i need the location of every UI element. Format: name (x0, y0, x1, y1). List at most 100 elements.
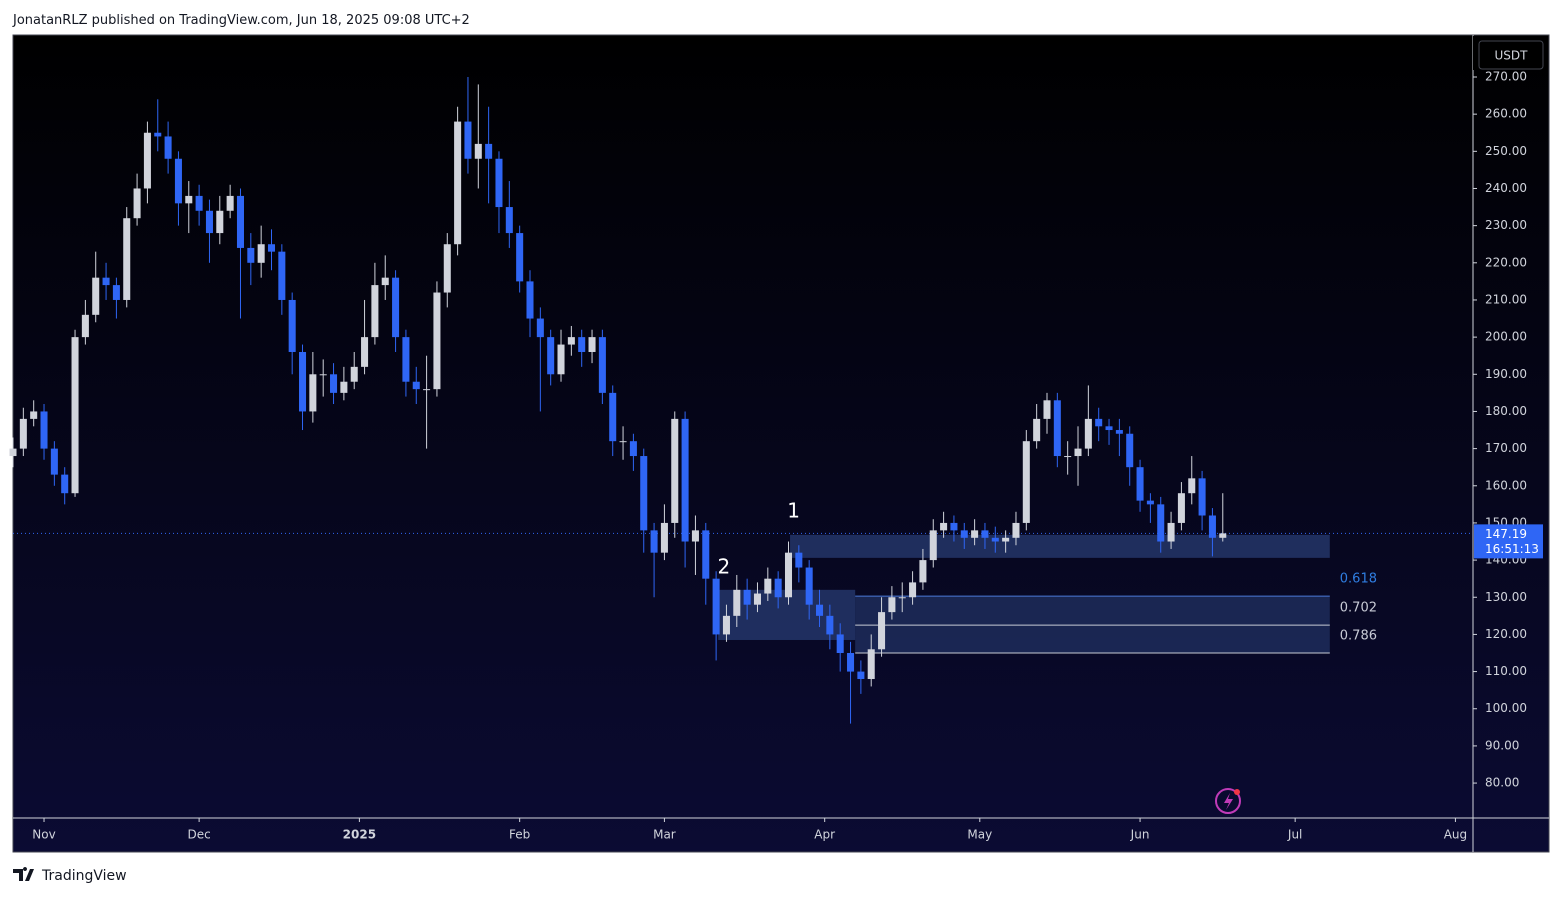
candle-body (1095, 418, 1103, 427)
candle-body (567, 337, 575, 345)
candle-body (371, 285, 379, 338)
candle-body (660, 522, 668, 553)
candle-body (319, 374, 327, 376)
candle-body (795, 552, 803, 568)
x-tick-label: Nov (32, 828, 55, 842)
candle-body (950, 522, 958, 531)
brand-logo (13, 867, 34, 881)
candle-body (1022, 441, 1030, 523)
y-tick-label: 130.00 (1485, 590, 1527, 604)
candle-body (1084, 418, 1092, 449)
candle-body (640, 456, 648, 531)
y-tick-label: 110.00 (1485, 664, 1527, 678)
candle-body (61, 474, 69, 494)
candle-body (816, 604, 824, 616)
x-tick-label: Jul (1287, 828, 1302, 842)
x-tick-label: 2025 (343, 828, 376, 842)
candle-body (909, 582, 917, 598)
candle-body (464, 121, 472, 159)
y-tick-label: 80.00 (1485, 776, 1519, 790)
x-tick-label: Apr (814, 828, 835, 842)
candle-body (412, 381, 420, 390)
candle-body (143, 132, 151, 189)
candle-body (1157, 504, 1165, 542)
candle-body (485, 143, 493, 159)
y-tick-label: 170.00 (1485, 441, 1527, 455)
candle-body (629, 441, 637, 457)
candle-body (164, 136, 172, 159)
candle-body (133, 188, 141, 219)
x-tick-label: Feb (509, 828, 530, 842)
candle-body (205, 210, 213, 234)
candle-body (764, 578, 772, 594)
candle-body (1043, 400, 1051, 419)
x-tick-label: Mar (653, 828, 676, 842)
candle-body (733, 589, 741, 616)
fib-label: 0.618 (1340, 572, 1377, 587)
candle-body (309, 374, 317, 412)
candle-body (516, 233, 524, 282)
candle-body (1115, 430, 1123, 434)
candle-body (433, 292, 441, 390)
candle-body (1188, 478, 1196, 494)
zone (790, 534, 1330, 558)
candle-body (19, 418, 27, 449)
x-tick-label: Dec (188, 828, 211, 842)
y-tick-label: 260.00 (1485, 107, 1527, 121)
y-tick-label: 250.00 (1485, 144, 1527, 158)
fib-label: 0.702 (1340, 601, 1377, 616)
candle-body (598, 337, 606, 393)
brand-name: TradingView (41, 868, 127, 884)
candle-body (826, 615, 834, 635)
candle-body (547, 337, 555, 375)
candle-body (919, 560, 927, 583)
x-tick-label: May (967, 828, 992, 842)
candle-body (1198, 478, 1206, 516)
candle-body (350, 366, 358, 382)
candle-body (392, 277, 400, 338)
alert-icon[interactable] (1215, 788, 1241, 814)
candle-body (784, 552, 793, 598)
last-price-label: 147.19 (1485, 527, 1527, 541)
candle-body (971, 530, 979, 538)
candle-body (1208, 515, 1216, 538)
y-tick-label: 160.00 (1485, 478, 1527, 492)
candle-body (92, 277, 100, 315)
candle-body (836, 634, 844, 654)
currency-button[interactable] (1478, 40, 1544, 70)
candle-body (619, 441, 627, 443)
annotation: 1 (787, 499, 800, 523)
candle-body (609, 392, 617, 442)
candle-body (867, 649, 875, 680)
candle-body (1177, 493, 1185, 523)
candle-body (1219, 533, 1227, 538)
candle-body (712, 578, 720, 635)
candle-body (774, 578, 782, 598)
candle-body (753, 593, 761, 605)
candle-body (40, 411, 48, 449)
candle-body (805, 567, 813, 605)
candle-body (236, 195, 244, 248)
candle-body (50, 448, 58, 475)
candle-body (1012, 522, 1020, 538)
candle-body (960, 530, 968, 538)
candle-body (847, 653, 855, 672)
candle-body (1074, 448, 1082, 457)
candle-body (102, 277, 110, 286)
candle-body (9, 448, 17, 457)
candle-body (940, 522, 948, 531)
candle-body (671, 418, 679, 523)
candle-body (1126, 433, 1134, 468)
candle-body (247, 247, 255, 263)
countdown-label: 16:51:13 (1485, 542, 1539, 556)
last-price-box (1474, 524, 1543, 559)
candle-body (402, 337, 410, 382)
candle-body (1105, 426, 1113, 431)
currency-label: USDT (1495, 49, 1529, 63)
candle-body (898, 597, 906, 599)
y-tick-label: 200.00 (1485, 330, 1527, 344)
y-tick-label: 180.00 (1485, 404, 1527, 418)
candle-body (878, 612, 886, 650)
candle-body (1167, 522, 1175, 542)
